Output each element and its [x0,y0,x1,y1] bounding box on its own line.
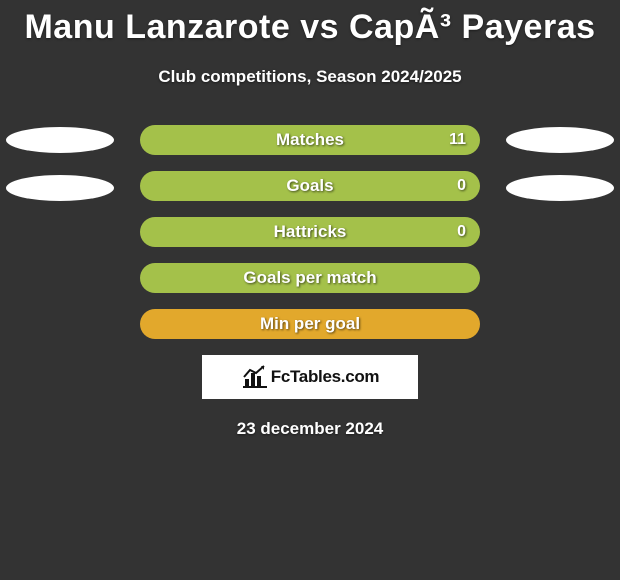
footer-date: 23 december 2024 [0,419,620,439]
comparison-row: Hattricks0 [0,217,620,247]
page-title: Manu Lanzarote vs CapÃ³ Payeras [0,0,620,47]
comparison-row: Goals0 [0,171,620,201]
stat-bar: Min per goal [140,309,480,339]
player-left-ellipse [6,127,114,153]
stat-value: 0 [457,217,466,247]
stat-value: 0 [457,171,466,201]
stat-label: Matches [140,125,480,155]
stat-bar: Matches11 [140,125,480,155]
stat-label: Goals per match [140,263,480,293]
player-right-ellipse [506,175,614,201]
stat-label: Hattricks [140,217,480,247]
comparison-area: Matches11Goals0Hattricks0Goals per match… [0,125,620,339]
comparison-row: Min per goal [0,309,620,339]
branding-logo: FcTables.com [202,355,418,399]
branding-logo-text: FcTables.com [271,367,380,387]
page-subtitle: Club competitions, Season 2024/2025 [0,67,620,87]
stat-bar: Hattricks0 [140,217,480,247]
player-right-ellipse [506,127,614,153]
stat-bar: Goals per match [140,263,480,293]
stat-bar: Goals0 [140,171,480,201]
player-left-ellipse [6,175,114,201]
stat-value: 11 [449,125,466,155]
stat-label: Min per goal [140,309,480,339]
stat-label: Goals [140,171,480,201]
comparison-row: Goals per match [0,263,620,293]
bar-chart-icon [241,365,267,389]
comparison-row: Matches11 [0,125,620,155]
